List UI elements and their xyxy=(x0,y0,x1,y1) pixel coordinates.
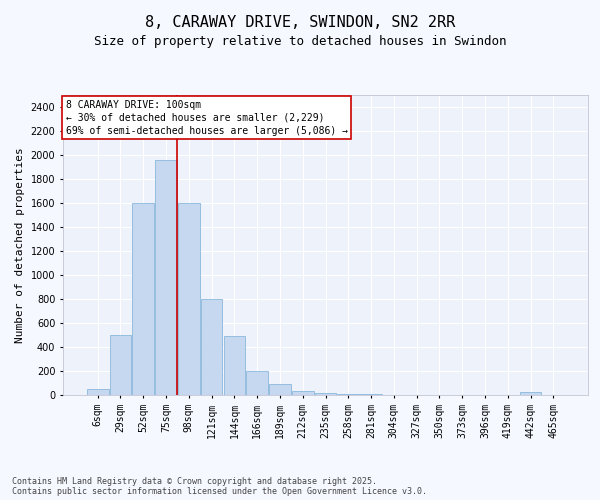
Bar xyxy=(110,335,131,395)
Bar xyxy=(269,384,291,395)
Bar xyxy=(87,389,109,395)
Bar xyxy=(201,299,223,395)
Text: Size of property relative to detached houses in Swindon: Size of property relative to detached ho… xyxy=(94,34,506,48)
Bar xyxy=(247,371,268,395)
Text: Contains HM Land Registry data © Crown copyright and database right 2025.: Contains HM Land Registry data © Crown c… xyxy=(12,476,377,486)
Bar xyxy=(360,394,382,395)
Bar xyxy=(224,336,245,395)
Bar xyxy=(337,394,359,395)
Bar xyxy=(133,203,154,395)
Text: 8 CARAWAY DRIVE: 100sqm
← 30% of detached houses are smaller (2,229)
69% of semi: 8 CARAWAY DRIVE: 100sqm ← 30% of detache… xyxy=(65,100,347,136)
Text: Contains public sector information licensed under the Open Government Licence v3: Contains public sector information licen… xyxy=(12,486,427,496)
Y-axis label: Number of detached properties: Number of detached properties xyxy=(15,147,25,343)
Bar xyxy=(292,391,314,395)
Bar xyxy=(178,203,200,395)
Text: 8, CARAWAY DRIVE, SWINDON, SN2 2RR: 8, CARAWAY DRIVE, SWINDON, SN2 2RR xyxy=(145,15,455,30)
Bar xyxy=(314,393,337,395)
Bar xyxy=(520,392,541,395)
Bar xyxy=(155,160,177,395)
